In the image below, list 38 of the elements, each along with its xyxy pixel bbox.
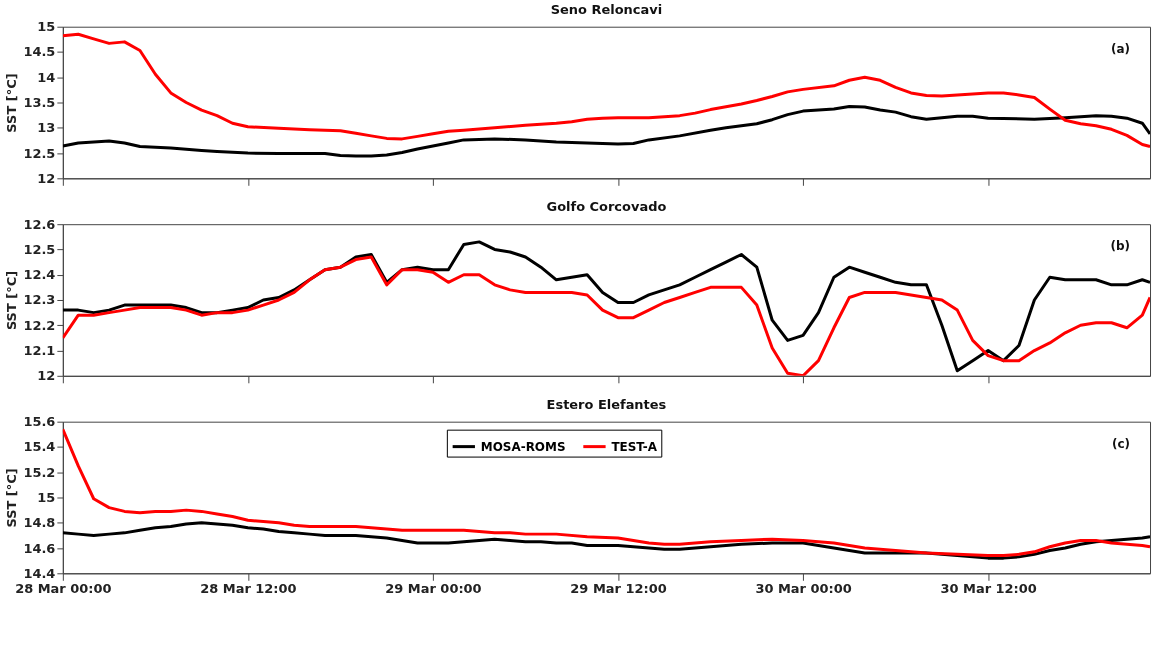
x-tick-label: 29 Mar 12:00: [570, 580, 667, 596]
y-tick-label: 14.5: [23, 44, 56, 60]
chart-title: Golfo Corcovado: [546, 199, 667, 215]
y-tick-label: 12: [37, 368, 56, 384]
y-tick-label: 15.4: [23, 439, 56, 455]
annotation: (b): [1110, 239, 1131, 254]
y-axis-title: SST [°C]: [4, 468, 20, 528]
x-tick-label: 28 Mar 00:00: [15, 580, 112, 596]
y-tick-label: 12.2: [23, 317, 56, 333]
y-axis-title: SST [°C]: [4, 270, 20, 331]
y-tick-label: 12.1: [23, 343, 56, 359]
y-tick-label: 12.6: [23, 216, 56, 232]
y-tick-label: 13: [37, 120, 56, 136]
y-tick-label: 12.3: [23, 292, 56, 308]
annotation: (a): [1111, 41, 1131, 56]
legend-label: TEST-A: [611, 439, 658, 454]
y-tick-label: 12.5: [23, 145, 56, 161]
y-tick-label: 15.2: [23, 464, 56, 480]
y-tick-label: 12.5: [23, 241, 56, 257]
x-tick-label: 29 Mar 00:00: [385, 580, 482, 596]
x-tick-label: 28 Mar 12:00: [200, 580, 297, 596]
y-tick-label: 15: [37, 489, 56, 505]
y-tick-label: 12: [37, 170, 56, 186]
x-tick-label: 30 Mar 12:00: [940, 580, 1037, 596]
y-tick-label: 15: [37, 19, 56, 35]
y-tick-label: 14.8: [23, 515, 56, 531]
annotation: (c): [1112, 436, 1131, 451]
y-tick-label: 14.6: [23, 540, 56, 556]
y-tick-label: 14: [37, 69, 56, 85]
y-tick-label: 12.4: [23, 267, 56, 283]
x-tick-label: 30 Mar 00:00: [755, 580, 852, 596]
chart-title: Estero Elefantes: [546, 396, 667, 412]
y-axis-title: SST [°C]: [4, 73, 20, 133]
chart-title: Seno Reloncavi: [550, 1, 663, 17]
y-tick-label: 15.6: [23, 414, 56, 430]
y-tick-label: 14.4: [23, 565, 56, 581]
y-tick-label: 13.5: [23, 95, 56, 110]
legend-label: MOSA-ROMS: [480, 439, 566, 454]
